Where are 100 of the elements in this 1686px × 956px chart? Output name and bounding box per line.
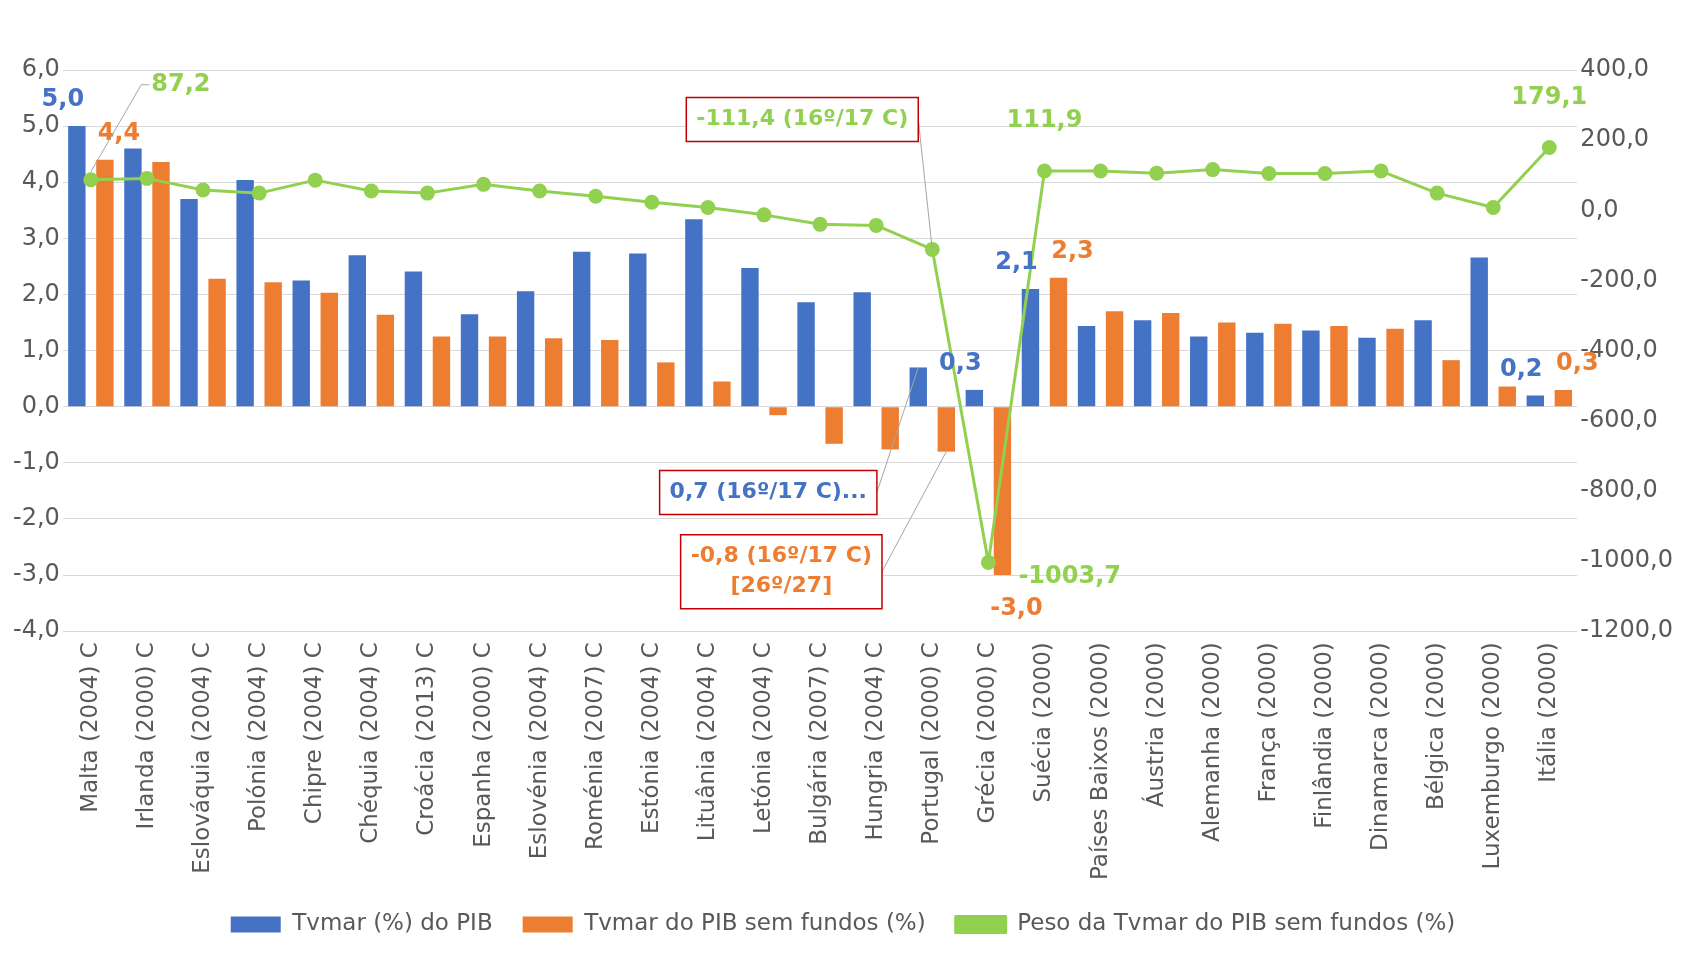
bar xyxy=(1218,322,1236,407)
x-tick-label: França (2000) xyxy=(1253,642,1280,803)
point xyxy=(924,241,940,257)
bar xyxy=(1021,288,1040,407)
point xyxy=(644,194,660,210)
x-tick-label: Letónia (2004) C xyxy=(748,642,775,835)
data-label: 2,3 xyxy=(1051,235,1094,264)
x-tick-label: Irlanda (2000) C xyxy=(131,642,158,830)
x-tick-label: Eslovénia (2004) C xyxy=(524,642,551,860)
data-label: 0,7 (16º/17 C)... xyxy=(669,478,867,504)
bar xyxy=(1190,336,1208,407)
bar xyxy=(264,282,282,407)
x-tick-label: Chéquia (2004) C xyxy=(356,642,383,844)
bar xyxy=(797,302,815,407)
point xyxy=(419,185,435,201)
y2-tick-label: 200,0 xyxy=(1580,124,1650,153)
data-label: -0,8 (16º/17 C) [26º/27] xyxy=(690,542,872,598)
point xyxy=(1541,139,1557,155)
point xyxy=(363,183,379,199)
bar xyxy=(1442,360,1460,407)
bar xyxy=(881,407,899,450)
bar xyxy=(488,336,507,407)
bar xyxy=(853,292,871,407)
y-tick-label: 4,0 xyxy=(21,166,60,195)
bar xyxy=(320,292,338,407)
point xyxy=(756,207,772,223)
bar xyxy=(236,180,254,407)
legend-label: Tvmar (%) do PIB xyxy=(291,909,493,936)
bar xyxy=(544,338,563,407)
x-tick-label: Bélgica (2000) xyxy=(1422,642,1449,811)
x-tick-label: Áustria (2000) xyxy=(1140,642,1168,808)
bar xyxy=(1049,277,1068,407)
bar xyxy=(1414,320,1432,407)
x-tick-label: Finlândia (2000) xyxy=(1309,642,1336,829)
bar xyxy=(1526,395,1544,407)
x-tick-label: Roménia (2007) C xyxy=(580,642,607,851)
x-tick-label: Portugal (2000) C xyxy=(917,642,944,845)
point xyxy=(1036,163,1052,179)
data-label: 4,4 xyxy=(97,118,141,147)
point xyxy=(1317,165,1333,181)
point xyxy=(195,182,211,198)
x-tick-label: Chipre (2004) C xyxy=(300,642,327,825)
x-tick-label: Países Baixos (2000) xyxy=(1085,642,1112,881)
bar xyxy=(965,389,984,407)
point xyxy=(1485,200,1501,215)
y2-tick-label: -1000,0 xyxy=(1580,545,1673,574)
data-label: 5,0 xyxy=(41,84,85,113)
point xyxy=(83,172,99,188)
point xyxy=(307,172,323,188)
y-tick-label: 1,0 xyxy=(21,334,60,363)
y2-tick-label: -200,0 xyxy=(1580,264,1658,293)
x-tick-label: Grécia (2000) C xyxy=(973,642,1000,824)
x-tick-label: Dinamarca (2000) xyxy=(1366,642,1392,852)
bar xyxy=(573,251,591,407)
y-tick-label: 0,0 xyxy=(21,390,60,419)
bar xyxy=(68,126,86,407)
point xyxy=(251,185,267,201)
bar xyxy=(1302,330,1320,407)
x-tick-label: Itália (2000) xyxy=(1534,642,1561,783)
x-tick-label: Espanha (2000) C xyxy=(468,642,495,848)
data-label: 87,2 xyxy=(151,68,211,97)
x-tick-label: Alemanha (2000) xyxy=(1197,642,1224,843)
x-tick-label: Suécia (2000) xyxy=(1029,642,1056,803)
bar xyxy=(348,255,367,407)
x-tick-label: Polónia (2004) C xyxy=(244,642,271,833)
y2-tick-label: -800,0 xyxy=(1580,475,1658,504)
data-label: 0,2 xyxy=(1500,353,1543,382)
bar xyxy=(1470,257,1488,407)
bar xyxy=(713,381,731,407)
point xyxy=(980,554,996,570)
bar xyxy=(1330,325,1348,407)
bar xyxy=(1274,323,1292,407)
point xyxy=(1205,162,1221,178)
bar xyxy=(629,253,647,407)
x-tick-label: Lituânia (2004) C xyxy=(692,642,719,842)
bar xyxy=(937,407,955,452)
bar xyxy=(376,314,395,407)
point xyxy=(812,216,828,232)
y-tick-label: -4,0 xyxy=(13,615,60,644)
bar xyxy=(1554,389,1573,407)
bar xyxy=(208,278,226,407)
x-tick-label: Luxemburgo (2000) xyxy=(1478,642,1505,870)
bar xyxy=(825,407,843,444)
point xyxy=(1261,165,1277,181)
data-label: 179,1 xyxy=(1511,81,1588,110)
data-label: 111,9 xyxy=(1006,105,1083,134)
x-tick-label: Malta (2004) C xyxy=(75,642,102,813)
bar xyxy=(460,314,479,407)
bar xyxy=(1133,320,1152,407)
bar xyxy=(432,336,451,407)
bar xyxy=(1161,313,1180,407)
bar xyxy=(96,159,114,407)
x-tick-label: Estónia (2004) C xyxy=(636,642,663,835)
y-tick-label: 5,0 xyxy=(21,110,60,139)
bar xyxy=(1386,328,1404,407)
bar xyxy=(601,339,619,407)
point xyxy=(532,183,548,199)
point xyxy=(1429,185,1445,201)
bar xyxy=(1246,332,1264,407)
x-tick-label: Croácia (2013) C xyxy=(412,642,439,836)
